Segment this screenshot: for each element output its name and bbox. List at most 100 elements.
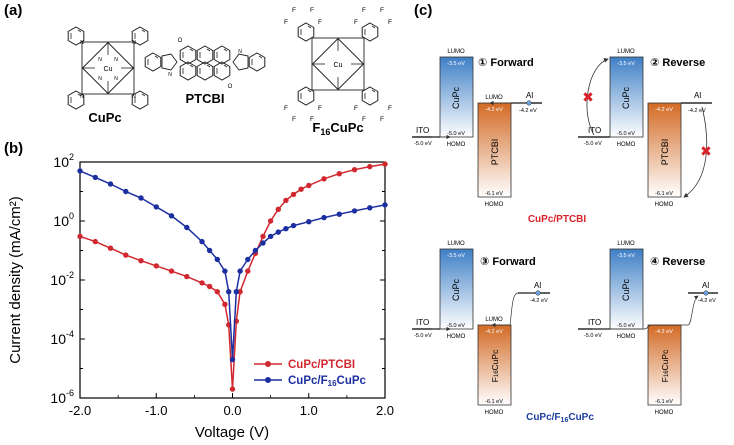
data-point-0 bbox=[92, 238, 99, 245]
svg-text:F: F bbox=[362, 7, 366, 14]
svg-text:N: N bbox=[132, 40, 136, 46]
data-point-1 bbox=[321, 214, 327, 221]
data-point-0 bbox=[382, 161, 388, 167]
panel-label-c: (c) bbox=[414, 2, 433, 19]
legend: CuPc/PTCBI CuPc/F16CuPc bbox=[254, 359, 367, 388]
data-point-0 bbox=[306, 182, 312, 189]
data-point-1 bbox=[123, 188, 129, 195]
data-point-1 bbox=[237, 268, 243, 274]
d1-acc-homo-label: HOMO bbox=[485, 202, 504, 208]
data-point-1 bbox=[226, 289, 232, 295]
svg-text:F: F bbox=[292, 7, 296, 14]
y-tick-label: 100 bbox=[53, 211, 74, 229]
d3-title: ③ Forward bbox=[480, 256, 536, 268]
f16cupc-metal-label: Cu bbox=[334, 62, 343, 69]
svg-text:N: N bbox=[80, 40, 84, 46]
d2-cupc-box bbox=[609, 56, 644, 138]
d1-title: ① Forward bbox=[478, 57, 534, 69]
f16cupc-structure: Cu FF FF FF FF FF FF FF FF F16CuPc bbox=[284, 7, 392, 137]
svg-text:N: N bbox=[238, 49, 242, 55]
data-point-0 bbox=[77, 233, 83, 240]
cupc-structure: Cu N N N N N N N N CuPc bbox=[67, 26, 149, 125]
d2-hole-path bbox=[683, 106, 708, 198]
d3-f16-text: F16CuPc bbox=[490, 349, 500, 382]
d1-lumo-label: LUMO bbox=[447, 49, 465, 55]
y-tick-label: 10-4 bbox=[50, 329, 74, 347]
d1-homo-label: HOMO bbox=[447, 142, 466, 148]
data-point-1 bbox=[222, 268, 228, 274]
svg-text:N: N bbox=[114, 76, 118, 82]
d3-ito-label: ITO bbox=[416, 318, 429, 327]
data-point-1 bbox=[267, 233, 274, 240]
d2-ptcbi-text: PTCBI bbox=[660, 139, 670, 166]
cupc-metal-label: Cu bbox=[104, 66, 113, 73]
ptcbi-name: PTCBI bbox=[186, 91, 225, 106]
x-tick-label: -2.0 bbox=[69, 403, 91, 418]
d3-acc-lumo-label: LUMO bbox=[485, 317, 503, 323]
d2-al-value: -4.2 eV bbox=[688, 108, 706, 114]
d1-al-label: Al bbox=[526, 91, 533, 100]
d2-cupc-homo: -5.0 eV bbox=[617, 131, 635, 137]
d4-f16-lumo: -4.2 eV bbox=[655, 329, 673, 335]
data-point-1 bbox=[275, 229, 281, 235]
series-layer bbox=[77, 161, 388, 392]
d4-title: ④ Reverse bbox=[650, 256, 705, 268]
y-axis-label: Current density (mA/cm²) bbox=[7, 196, 24, 364]
data-point-1 bbox=[290, 222, 297, 229]
f16cupc-name: F16CuPc bbox=[312, 120, 363, 137]
d3-f16-box bbox=[477, 324, 512, 406]
data-point-1 bbox=[252, 247, 259, 254]
d2-ptcbi-lumo: -4.2 eV bbox=[655, 107, 673, 113]
pair-label-bottom: CuPc/F16CuPc bbox=[526, 412, 594, 424]
series-line-1 bbox=[79, 170, 386, 360]
data-point-0 bbox=[267, 218, 274, 224]
data-point-1 bbox=[77, 168, 83, 174]
ptcbi-structure: O O N N PTCBI bbox=[144, 38, 266, 106]
data-point-0 bbox=[245, 268, 251, 274]
data-point-1 bbox=[382, 202, 388, 208]
d1-cupc-homo: -5.0 eV bbox=[447, 131, 465, 137]
fluorine-atoms: FF FF FF FF FF FF FF FF bbox=[284, 7, 392, 123]
d1-cupc-box bbox=[439, 56, 474, 138]
d1-al-value: -4.2 eV bbox=[519, 108, 537, 114]
d3-homo-label: HOMO bbox=[447, 334, 466, 340]
data-point-1 bbox=[245, 256, 251, 263]
data-point-0 bbox=[138, 258, 144, 264]
svg-text:F: F bbox=[292, 116, 296, 123]
svg-text:N: N bbox=[98, 57, 102, 63]
d1-cupc-lumo: -3.5 eV bbox=[447, 61, 465, 67]
data-point-0 bbox=[229, 386, 236, 392]
data-point-1 bbox=[367, 205, 373, 211]
x-tick-label: 1.0 bbox=[300, 403, 318, 418]
data-point-1 bbox=[214, 256, 220, 263]
d4-electron bbox=[703, 290, 709, 296]
data-point-0 bbox=[336, 171, 342, 177]
cupc-name: CuPc bbox=[88, 110, 121, 125]
legend-marker-cupc-f16cupc bbox=[265, 377, 271, 383]
d1-electron bbox=[526, 100, 532, 106]
data-point-0 bbox=[260, 233, 266, 240]
d4-f16-text: F16CuPc bbox=[660, 349, 670, 382]
d3-cupc-box bbox=[439, 248, 474, 330]
svg-text:F: F bbox=[380, 7, 384, 14]
svg-text:F: F bbox=[388, 105, 392, 112]
data-point-0 bbox=[283, 197, 289, 204]
data-point-1 bbox=[92, 174, 99, 181]
data-point-1 bbox=[336, 211, 342, 217]
d4-cupc-box bbox=[609, 248, 644, 330]
d2-block-mark-1: ✖ bbox=[582, 89, 594, 105]
d1-ptcbi-homo: -6.1 eV bbox=[485, 191, 503, 197]
data-point-0 bbox=[168, 268, 175, 274]
y-tick-label: 10-2 bbox=[50, 270, 74, 288]
svg-text:F: F bbox=[310, 7, 314, 14]
d3-f16-homo: -6.1 eV bbox=[485, 399, 503, 405]
d2-ptcbi-box bbox=[647, 102, 682, 198]
data-point-0 bbox=[153, 263, 159, 269]
molecular-structures: Cu N N N N N N N N CuPc O O N N bbox=[67, 7, 392, 137]
d2-acc-homo-label: HOMO bbox=[655, 202, 674, 208]
svg-text:F: F bbox=[380, 116, 384, 123]
data-point-1 bbox=[153, 204, 159, 210]
d4-cupc-text: CuPc bbox=[621, 279, 631, 302]
svg-text:N: N bbox=[80, 94, 84, 100]
d2-al-label: Al bbox=[694, 91, 701, 100]
